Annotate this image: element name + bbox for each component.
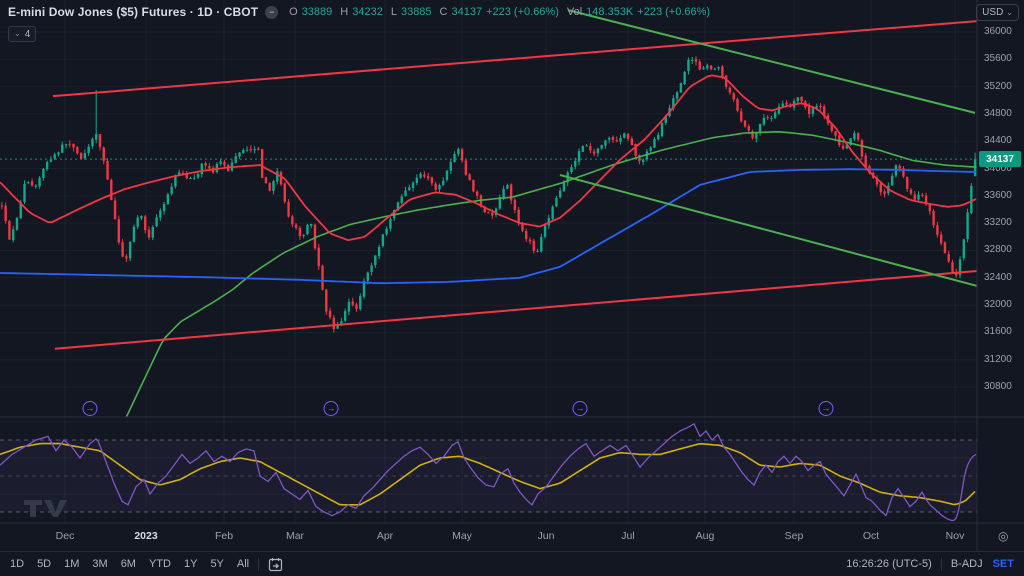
close-label: C [439,6,448,18]
range-button-5d[interactable]: 5D [37,558,52,570]
range-button-6m[interactable]: 6M [120,558,136,570]
open-label: O [289,6,298,18]
downtrend-lower-green [559,174,977,287]
time-tick-label: Nov [945,530,965,542]
price-tick-label: 35200 [984,80,1012,92]
price-tick-label: 34400 [984,135,1012,147]
toolbar-divider [940,557,942,571]
range-buttons: 1D 5D 1M 3M 6M YTD 1Y 5Y All [10,558,249,570]
range-button-1d[interactable]: 1D [10,558,25,570]
price-tick-label: 34000 [984,162,1012,174]
timezone-settings-icon[interactable]: ◎ [998,529,1009,543]
ma-green-line [125,130,977,417]
time-tick-label: Dec [55,530,75,542]
clock-readout[interactable]: 16:26:26 (UTC-5) [846,558,932,570]
downtrend-upper-green [567,9,976,114]
currency-label: USD [982,7,1004,18]
price-tick-label: 34800 [984,107,1012,119]
contract-rollover-icon[interactable]: → [818,401,834,416]
time-tick-label: Oct [862,530,880,542]
volume-label: Vol [566,6,583,18]
price-tick-label: 32400 [984,271,1012,283]
legend-more-icon[interactable]: − [265,5,279,19]
channel-bottom-red [54,269,977,350]
chevron-down-icon: ⌄ [1006,7,1013,17]
high-value: 34232 [352,6,383,18]
price-tick-label: 33600 [984,189,1012,201]
time-tick-label: Jul [621,530,635,542]
candles-layer [0,56,977,333]
price-tick-label: 32000 [984,299,1012,311]
time-tick-label: 2023 [134,530,158,542]
contract-rollover-icon[interactable]: → [82,401,98,416]
chevron-down-icon: ⌄ [14,29,21,38]
rsi-band [0,421,977,513]
moving-averages [0,74,977,417]
toolbar-divider [258,557,260,571]
price-tick-label: 31200 [984,353,1012,365]
time-tick-label: Jun [537,530,555,542]
ohlc-readout: O 33889 H 34232 L 33885 C 34137 +223 (+0… [285,6,710,18]
settlement-toggle[interactable]: SET [992,558,1014,570]
range-button-3m[interactable]: 3M [92,558,108,570]
price-tick-label: 35600 [984,53,1012,65]
trendlines [52,9,977,350]
time-tick-label: Mar [285,530,305,542]
contract-rollover-icon[interactable]: → [572,401,588,416]
currency-selector-button[interactable]: USD ⌄ [976,4,1019,21]
range-button-ytd[interactable]: YTD [148,558,171,570]
tradingview-logo [24,500,67,517]
time-tick-label: Apr [376,530,394,542]
rsi-line [0,422,977,522]
price-tick-label: 30800 [984,381,1012,392]
range-button-all[interactable]: All [236,558,250,570]
low-value: 33885 [400,6,432,18]
adjustment-toggle[interactable]: B-ADJ [950,558,983,570]
contract-rollover-icon[interactable]: → [323,401,339,416]
change-value: +223 (+0.66%) [486,6,559,18]
rsi-lines [0,422,977,522]
legend: E-mini Dow Jones ($5) Futures · 1D · CBO… [8,5,710,42]
go-to-date-icon[interactable] [268,557,283,572]
open-value: 33889 [301,6,333,18]
price-tick-label: 36000 [984,26,1012,37]
indicators-collapsed-chip[interactable]: ⌄ 4 [8,26,37,42]
price-tick-label: 32800 [984,244,1012,256]
time-tick-label: Sep [784,530,804,542]
symbol-title[interactable]: E-mini Dow Jones ($5) Futures · 1D · CBO… [8,5,259,19]
channel-top-red [52,20,977,98]
low-label: L [390,6,397,18]
rsi-ma-line [0,442,976,506]
time-tick-label: Feb [214,530,234,542]
high-label: H [340,6,349,18]
range-button-1y[interactable]: 1Y [183,558,198,570]
close-value: 34137 [451,6,483,18]
gridlines [64,0,956,523]
volume-change-value: +223 (+0.66%) [637,6,711,18]
range-button-5y[interactable]: 5Y [210,558,224,570]
indicator-count: 4 [24,28,31,40]
bottom-toolbar: 1D 5D 1M 3M 6M YTD 1Y 5Y All 16:26:26 (UTC-5) B-… [0,551,1024,576]
volume-value: 148.353K [586,6,634,18]
ma-blue-line [0,168,977,285]
time-tick-label: May [452,530,472,542]
price-tick-label: 33200 [984,217,1012,229]
range-button-1m[interactable]: 1M [64,558,80,570]
price-tick-label: 31600 [984,326,1012,338]
time-tick-label: Aug [695,530,715,542]
ma-red-line [0,74,977,242]
last-price-badge: 34137 [979,151,1021,168]
